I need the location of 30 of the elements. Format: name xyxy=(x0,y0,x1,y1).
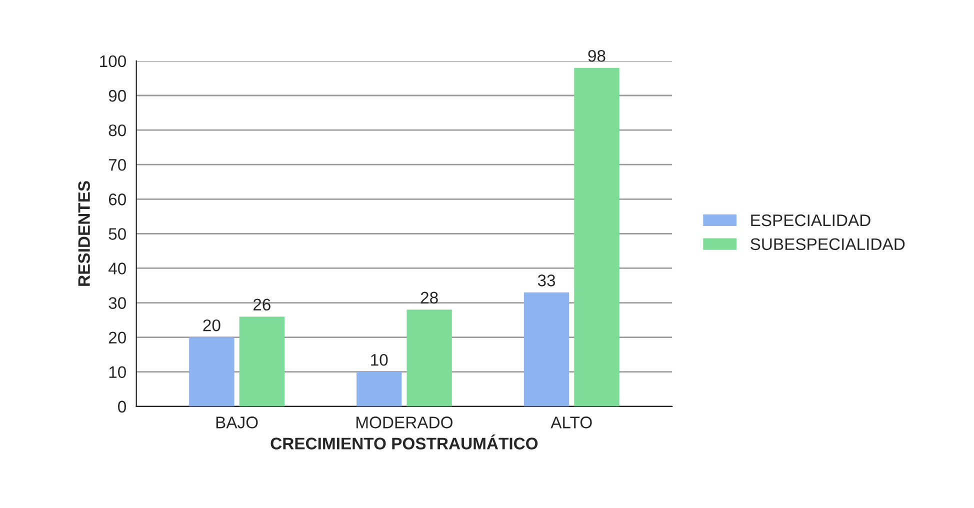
data-label: 20 xyxy=(203,319,220,332)
y-tick-label: 20 xyxy=(108,332,126,344)
y-tick-label: 90 xyxy=(108,90,126,102)
data-label: 26 xyxy=(253,298,270,311)
bar xyxy=(239,316,285,406)
y-tick-label: 40 xyxy=(108,262,126,274)
bar xyxy=(574,68,620,406)
x-tick-label: ALTO xyxy=(550,416,592,428)
y-tick-label: 50 xyxy=(108,228,126,240)
y-axis-title: RESIDENTES xyxy=(78,181,90,286)
data-label: 98 xyxy=(588,50,606,62)
bar xyxy=(356,372,402,406)
x-axis-title: CRECIMIENTO POSTRAUMÁTICO xyxy=(270,434,538,450)
data-label: 28 xyxy=(420,292,438,304)
y-tick-label: 80 xyxy=(108,124,126,136)
y-tick-label: 60 xyxy=(108,194,126,206)
bar xyxy=(189,337,234,406)
x-tick-label: MODERADO xyxy=(356,416,452,428)
data-label: 10 xyxy=(371,354,388,366)
x-tick-label: BAJO xyxy=(216,416,258,428)
legend-label: SUBESPECIALIDAD xyxy=(750,238,905,250)
y-tick-label: 100 xyxy=(100,55,126,68)
y-tick-label: 0 xyxy=(118,400,126,413)
data-label: 33 xyxy=(538,274,556,286)
y-tick-label: 70 xyxy=(108,158,126,171)
legend-label: ESPECIALIDAD xyxy=(751,214,870,226)
y-tick-label: 30 xyxy=(108,297,126,309)
y-tick-label: 10 xyxy=(109,366,126,378)
bar xyxy=(524,292,570,406)
bar xyxy=(406,310,452,406)
